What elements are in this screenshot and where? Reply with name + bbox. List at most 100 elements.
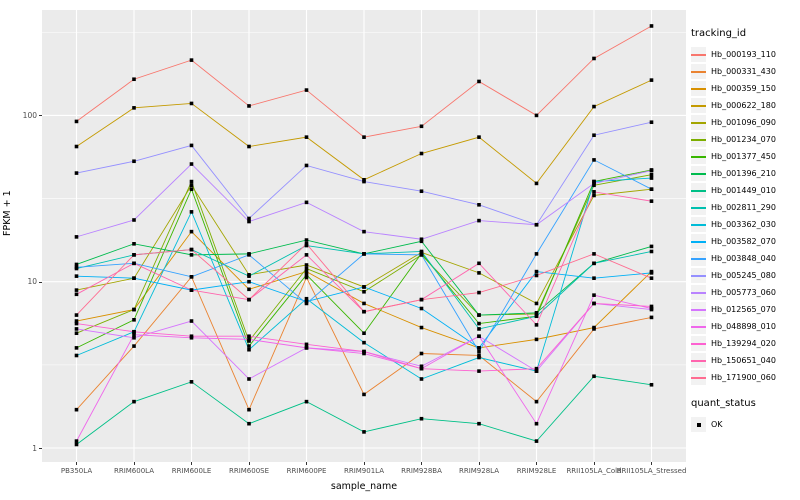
data-point <box>304 88 309 92</box>
data-point <box>649 187 654 191</box>
data-point <box>132 242 136 246</box>
data-point <box>74 442 79 447</box>
data-point <box>477 369 481 373</box>
x-tick-mark <box>593 462 595 465</box>
data-point <box>534 421 539 426</box>
legend-swatch-line <box>691 377 706 379</box>
data-point <box>132 261 136 266</box>
data-point <box>189 253 194 257</box>
data-point <box>419 237 424 242</box>
data-point <box>247 334 251 339</box>
legend-key <box>691 417 706 432</box>
data-point <box>592 158 596 162</box>
legend-title-quant-status: quant_status <box>691 398 756 409</box>
data-point <box>304 275 309 280</box>
legend-item: Hb_000193_110 <box>691 46 799 63</box>
x-tick-mark <box>363 462 365 465</box>
legend-item-label: Hb_150651_040 <box>711 356 776 365</box>
legend-item-label: Hb_003582_070 <box>711 237 776 246</box>
x-tick-label: RRIM928LA <box>458 467 500 475</box>
x-tick-label: PB350LA <box>60 467 93 475</box>
x-tick-mark <box>248 462 250 465</box>
legend-item: Hb_001396_210 <box>691 165 799 182</box>
data-point <box>304 200 309 205</box>
legend-key <box>691 64 706 79</box>
data-point <box>362 349 366 354</box>
legend-swatch-line <box>691 360 706 362</box>
x-tick-label: RRIM928BA <box>401 467 442 475</box>
legend-item: Hb_150651_040 <box>691 352 799 369</box>
legend-point-marker <box>696 422 701 427</box>
data-point <box>362 301 366 306</box>
data-point <box>592 276 596 280</box>
legend-key <box>691 132 706 147</box>
data-point <box>74 292 79 297</box>
data-point <box>189 334 194 339</box>
legend-swatch-line <box>691 343 706 345</box>
data-point <box>592 190 596 194</box>
data-point <box>649 120 654 125</box>
data-point <box>419 151 424 156</box>
legend-item-label: Hb_003362_030 <box>711 220 776 229</box>
data-point <box>649 24 654 28</box>
data-point <box>477 327 481 331</box>
data-point <box>74 353 79 358</box>
data-point <box>477 421 481 426</box>
data-point <box>247 421 251 426</box>
data-point <box>592 325 596 330</box>
data-point <box>419 189 424 194</box>
y-tick-mark <box>39 448 42 449</box>
legend-key <box>691 285 706 300</box>
data-point <box>477 353 481 358</box>
x-tick-mark <box>76 462 77 465</box>
legend-key <box>691 183 706 198</box>
data-point <box>74 319 79 323</box>
data-point <box>477 261 481 266</box>
legend-key <box>691 81 706 96</box>
legend: tracking_id Hb_000193_110 Hb_000331_430 Hb… <box>691 28 799 433</box>
data-point <box>189 58 194 62</box>
legend-item-label: OK <box>711 420 723 429</box>
legend-swatch-line <box>691 173 706 175</box>
data-point <box>534 252 539 256</box>
data-point <box>362 285 366 289</box>
x-tick-label: RRII105LA_Stressed <box>616 467 687 475</box>
data-point <box>132 106 136 110</box>
data-point <box>189 319 194 323</box>
data-point <box>304 238 309 242</box>
legend-key <box>691 200 706 215</box>
data-point <box>534 311 539 315</box>
data-point <box>132 253 136 257</box>
legend-swatch-line <box>691 122 706 124</box>
data-point <box>247 407 251 412</box>
x-tick-label: RRIM600SE <box>228 467 270 475</box>
data-point <box>189 187 194 191</box>
legend-swatch-line <box>691 292 706 294</box>
legend-item: OK <box>691 416 799 433</box>
data-point <box>132 307 136 312</box>
data-point <box>592 181 596 186</box>
data-point <box>304 269 309 274</box>
data-point <box>477 135 481 139</box>
data-point <box>304 399 309 404</box>
legend-item: Hb_001449_010 <box>691 182 799 199</box>
data-point <box>304 301 309 306</box>
legend-item-label: Hb_005773_060 <box>711 288 776 297</box>
data-point <box>74 262 79 267</box>
legend-item: Hb_048898_010 <box>691 318 799 335</box>
data-point <box>592 193 596 198</box>
data-point <box>74 144 79 149</box>
data-point <box>362 430 366 434</box>
legend-swatch-line <box>691 241 706 243</box>
legend-item: Hb_005245_080 <box>691 267 799 284</box>
data-point <box>74 327 79 331</box>
data-point <box>649 176 654 180</box>
data-point <box>477 321 481 326</box>
data-point <box>592 293 596 297</box>
data-point <box>534 369 539 373</box>
legend-item: Hb_000359_150 <box>691 80 799 97</box>
data-point <box>477 290 481 295</box>
data-point <box>477 271 481 275</box>
data-point <box>419 416 424 421</box>
data-point <box>419 124 424 129</box>
